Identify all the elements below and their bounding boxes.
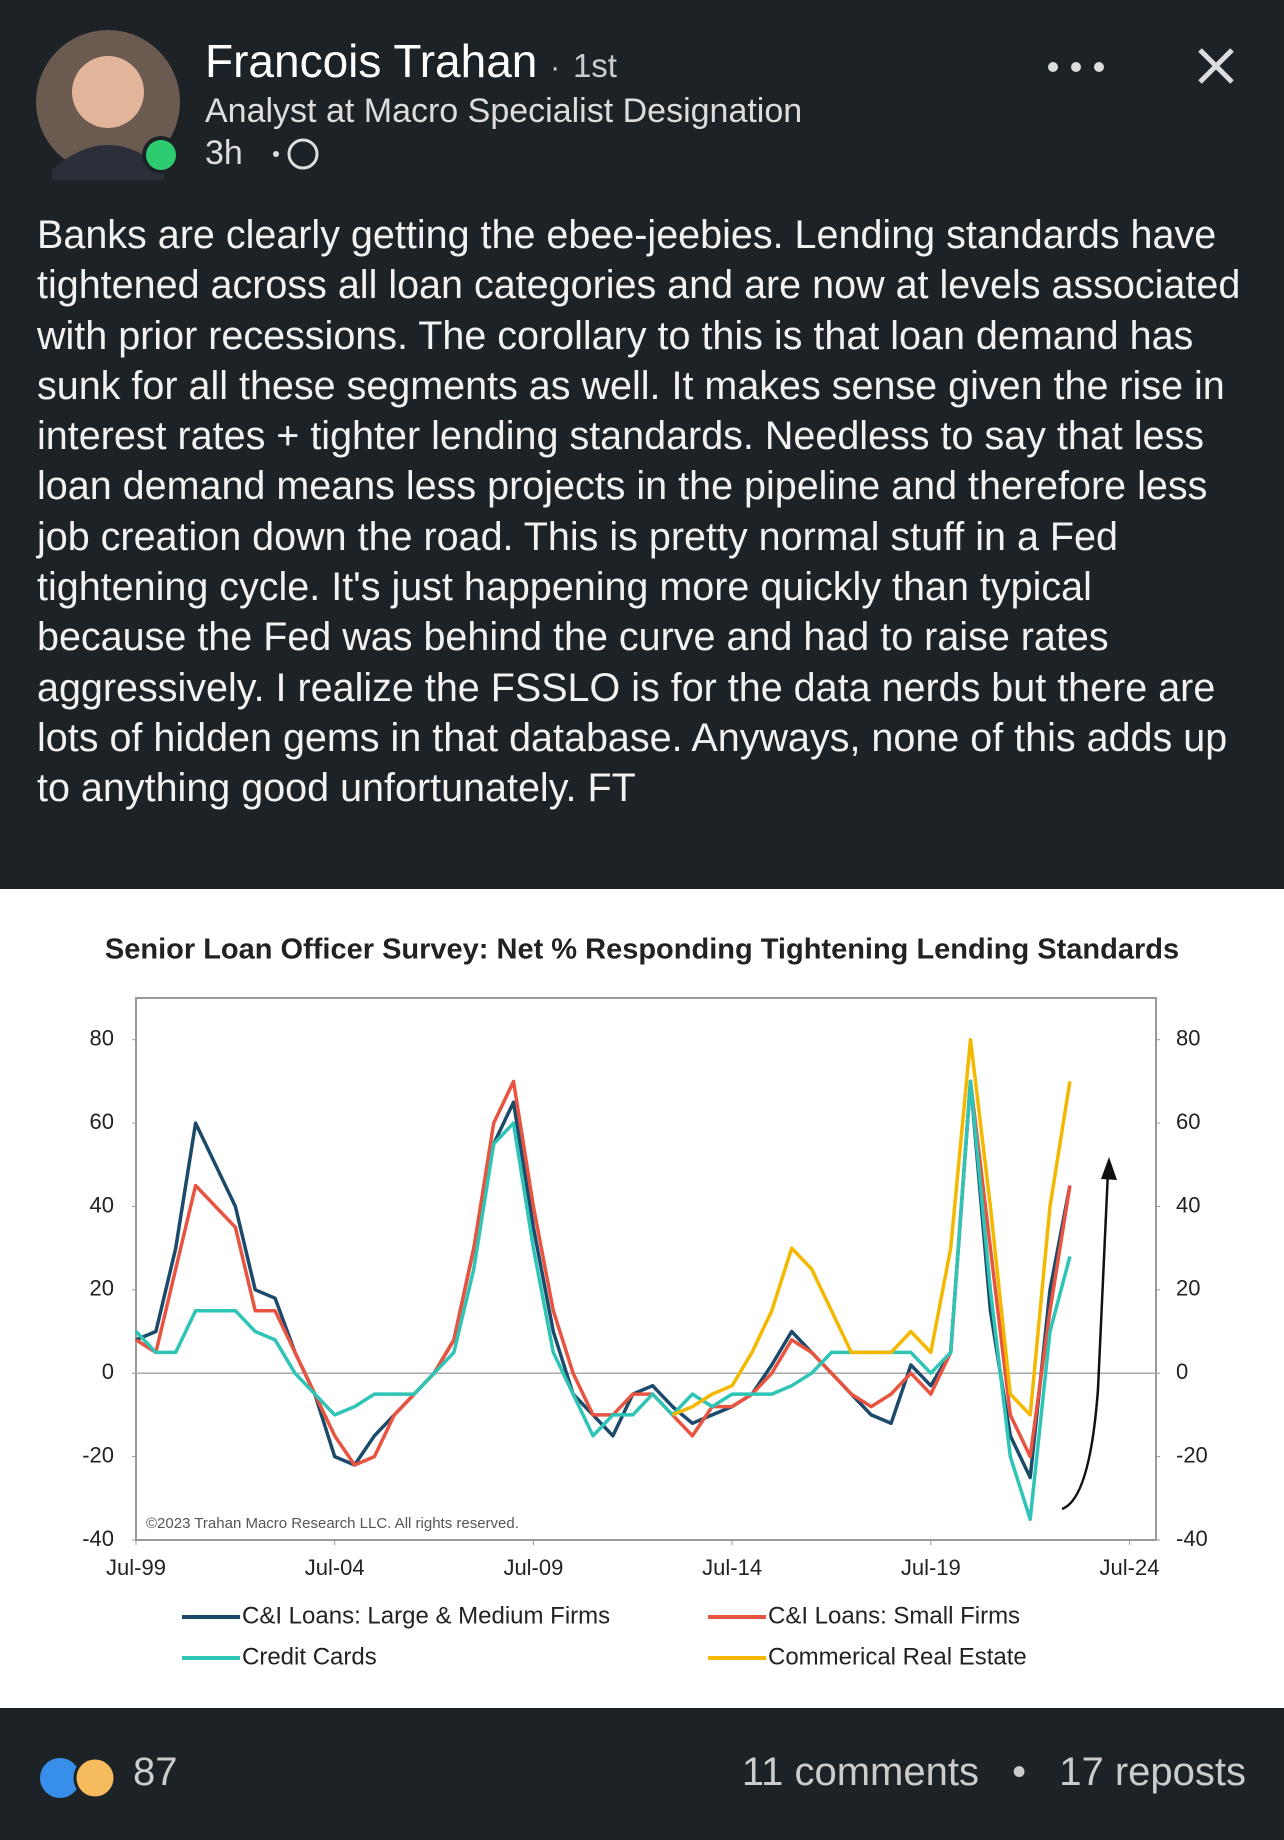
x-tick-label: Jul-24 bbox=[1100, 1555, 1160, 1580]
globe-icon bbox=[287, 138, 319, 170]
y-tick-label: 80 bbox=[90, 1026, 114, 1051]
post-time: 3h bbox=[205, 134, 243, 172]
chart-title: Senior Loan Officer Survey: Net % Respon… bbox=[105, 934, 1179, 966]
separator-dot bbox=[273, 151, 279, 157]
y-tick-label: 60 bbox=[90, 1109, 114, 1134]
like-icon bbox=[40, 1758, 80, 1798]
y2-tick-label: 80 bbox=[1176, 1026, 1200, 1051]
separator: • bbox=[1012, 1750, 1027, 1794]
avatar-face bbox=[72, 56, 144, 128]
y-tick-label: 40 bbox=[90, 1192, 114, 1217]
legend-label: Credit Cards bbox=[242, 1643, 377, 1670]
more-dot[interactable] bbox=[1048, 62, 1058, 72]
x-tick-label: Jul-19 bbox=[901, 1555, 961, 1580]
series-line bbox=[671, 1037, 1072, 1417]
reaction-count[interactable]: 87 bbox=[133, 1750, 178, 1794]
legend-label: C&I Loans: Large & Medium Firms bbox=[242, 1602, 610, 1629]
y2-tick-label: -40 bbox=[1176, 1526, 1208, 1551]
post-stats: 11 comments • 17 reposts bbox=[742, 1750, 1246, 1795]
series-line bbox=[134, 1079, 1072, 1521]
series-line bbox=[135, 1079, 1072, 1467]
y-tick-label: -20 bbox=[82, 1442, 114, 1467]
reaction-icons[interactable] bbox=[38, 1748, 158, 1808]
y2-tick-label: 60 bbox=[1176, 1109, 1200, 1134]
x-tick-label: Jul-99 bbox=[106, 1555, 166, 1580]
x-tick-label: Jul-09 bbox=[503, 1555, 563, 1580]
x-tick-label: Jul-14 bbox=[702, 1555, 762, 1580]
legend-label: Commerical Real Estate bbox=[768, 1643, 1027, 1670]
close-icon[interactable] bbox=[1198, 48, 1234, 84]
y-tick-label: 20 bbox=[90, 1276, 114, 1301]
y2-tick-label: 40 bbox=[1176, 1192, 1200, 1217]
separator: · bbox=[550, 51, 561, 84]
post-header: Francois Trahan · 1st Analyst at Macro S… bbox=[0, 0, 1284, 190]
copyright-note: ©2023 Trahan Macro Research LLC. All rig… bbox=[146, 1515, 519, 1532]
author-headline: Analyst at Macro Specialist Designation bbox=[205, 92, 803, 130]
comment-count[interactable]: 11 comments bbox=[741, 1750, 979, 1794]
author-name[interactable]: Francois Trahan · 1st bbox=[205, 34, 617, 88]
insightful-icon bbox=[73, 1756, 117, 1800]
repost-count[interactable]: 17 reposts bbox=[1059, 1750, 1246, 1794]
avatar-suit bbox=[52, 145, 164, 180]
y2-tick-label: 0 bbox=[1176, 1359, 1188, 1384]
header-graphics bbox=[36, 30, 1234, 180]
more-dot[interactable] bbox=[1071, 62, 1081, 72]
post-footer bbox=[0, 1708, 1284, 1840]
legend-label: C&I Loans: Small Firms bbox=[768, 1602, 1020, 1629]
connection-degree: 1st bbox=[572, 47, 617, 84]
arrow-head bbox=[1101, 1157, 1117, 1180]
more-dot[interactable] bbox=[1094, 62, 1104, 72]
y-tick-label: 0 bbox=[102, 1359, 114, 1384]
online-dot bbox=[146, 140, 176, 170]
y-tick-label: -40 bbox=[82, 1526, 114, 1551]
plot-frame bbox=[135, 997, 1157, 1541]
chart-image[interactable]: Senior Loan Officer Survey: Net % Respon… bbox=[0, 889, 1284, 1708]
y2-tick-label: -20 bbox=[1176, 1442, 1208, 1467]
post-text: Banks are clearly getting the ebee-jeebi… bbox=[37, 213, 1241, 811]
arrow bbox=[1061, 1170, 1110, 1511]
author-name-text[interactable]: Francois Trahan bbox=[205, 35, 538, 87]
y2-tick-label: 20 bbox=[1176, 1276, 1200, 1301]
chart: Senior Loan Officer Survey: Net % Respon… bbox=[82, 934, 1208, 1671]
x-tick-label: Jul-04 bbox=[305, 1555, 365, 1580]
series-line bbox=[135, 1079, 1072, 1480]
